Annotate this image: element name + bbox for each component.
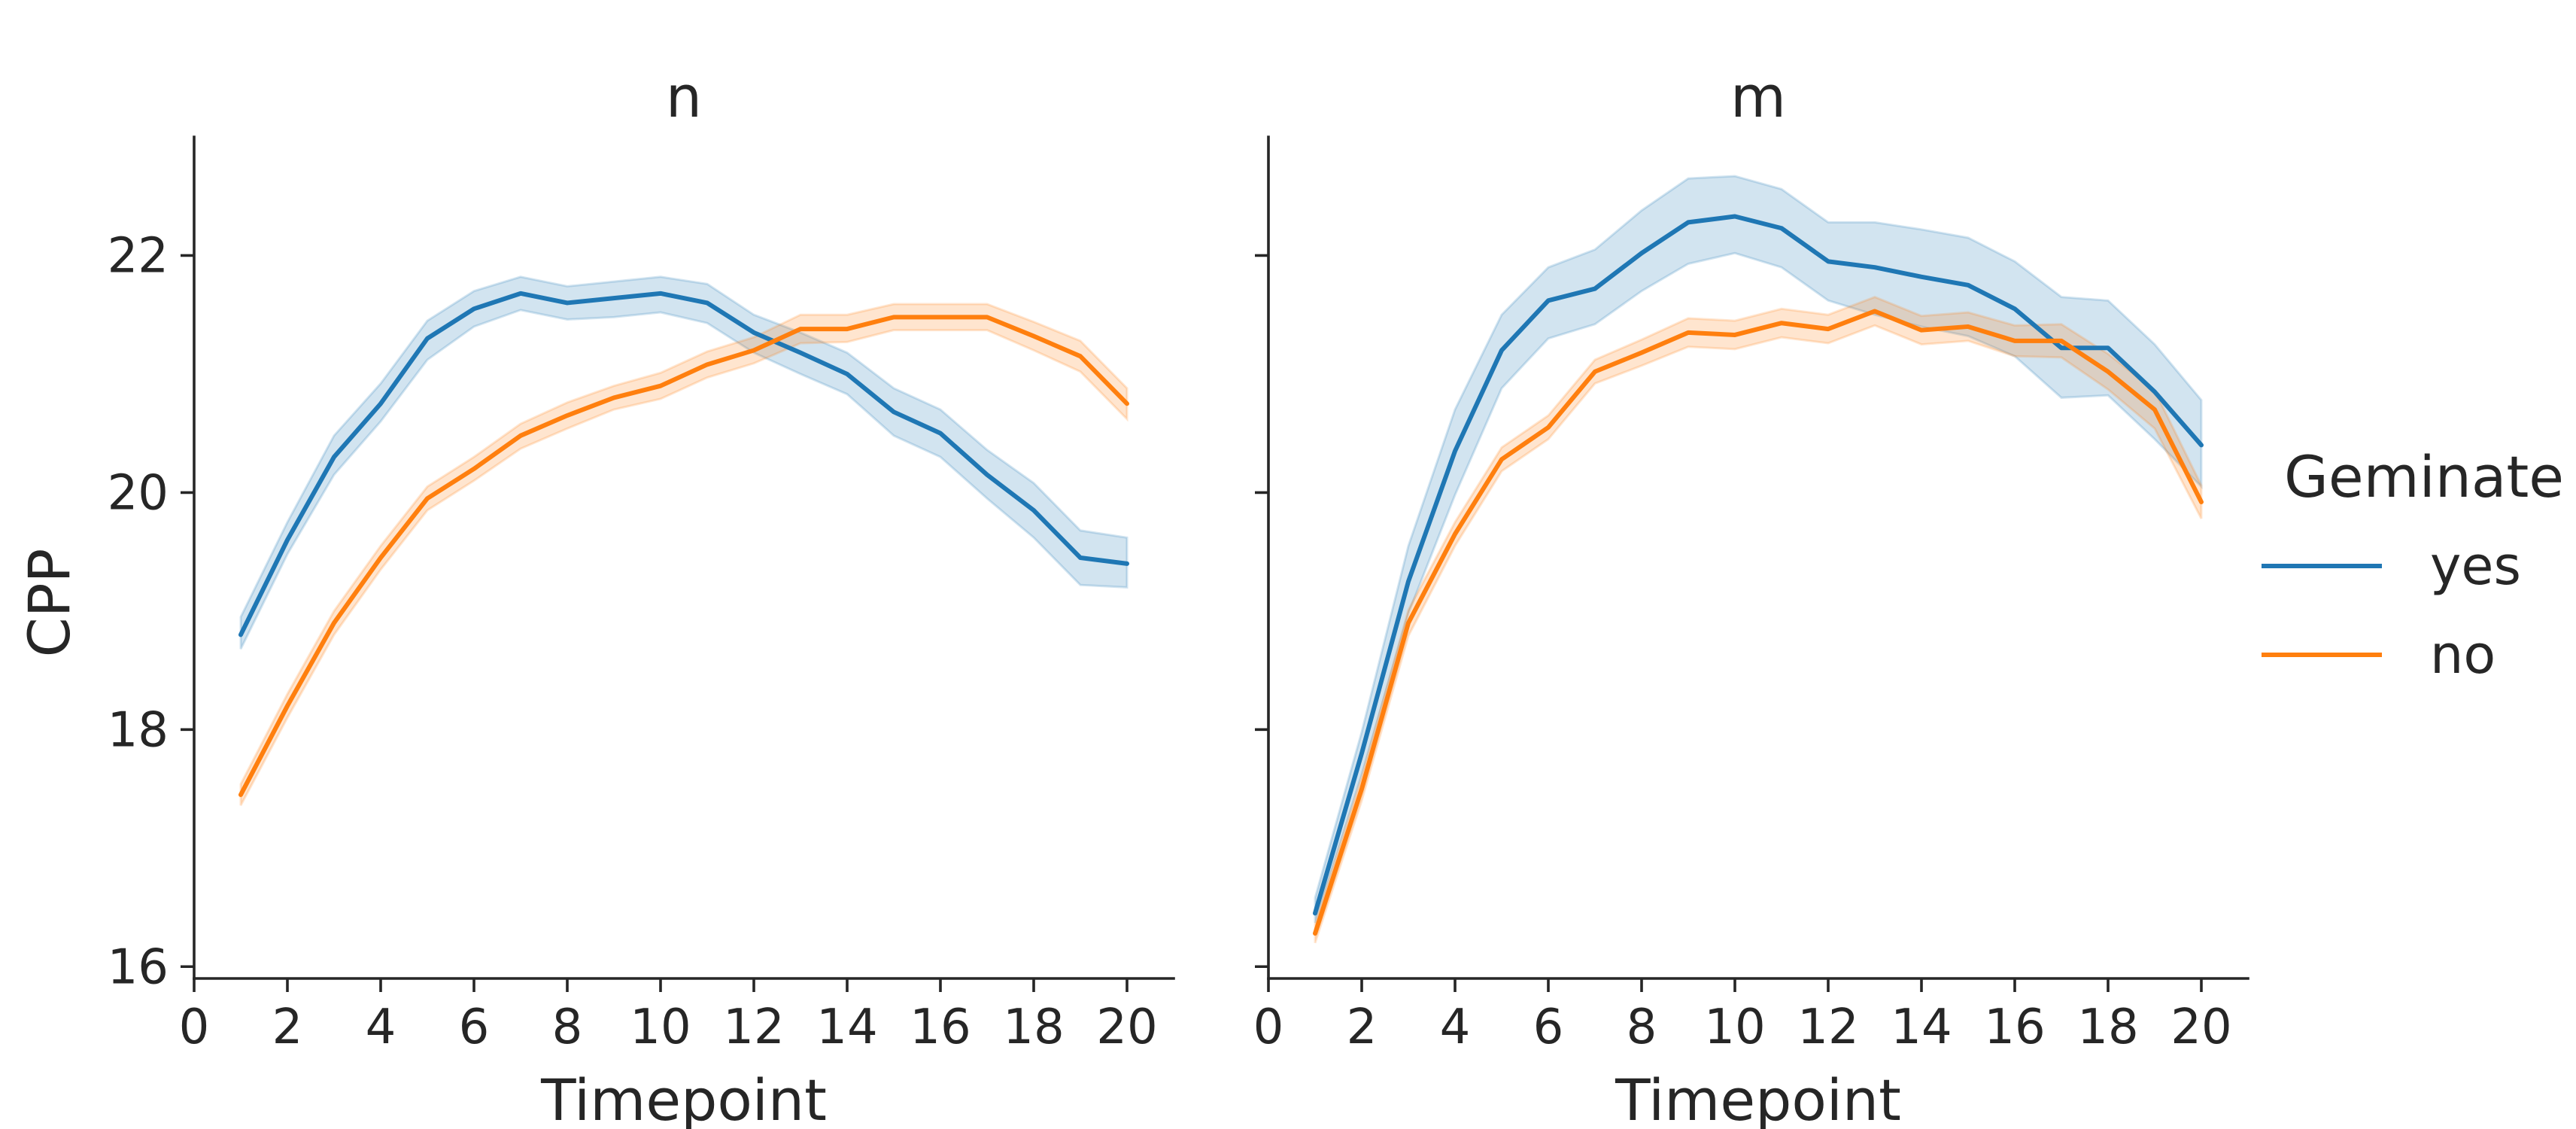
x-tick-label: 4 xyxy=(366,1000,396,1055)
x-tick-label: 14 xyxy=(1891,1000,1952,1055)
panel-title: m xyxy=(1730,63,1786,130)
x-tick-label: 18 xyxy=(1003,1000,1064,1055)
ci-band-no xyxy=(1314,295,2203,944)
x-tick-label: 20 xyxy=(2170,1000,2231,1055)
x-tick-label: 8 xyxy=(552,1000,583,1055)
x-tick-label: 10 xyxy=(630,1000,691,1055)
panel-title: n xyxy=(666,63,702,130)
panels-layer: n 0 2 4 6 8 10 12 14 16 18 20 16 18 20 22 Timepoint CPP m 0… xyxy=(16,63,2249,1129)
ci-band-yes xyxy=(239,275,1129,650)
x-tick-label: 16 xyxy=(910,1000,971,1055)
legend-label-no: no xyxy=(2430,624,2496,686)
x-tick-label: 6 xyxy=(459,1000,490,1055)
y-tick-label: 16 xyxy=(108,939,169,995)
ci-band-no xyxy=(239,303,1129,806)
y-tick-label: 22 xyxy=(108,228,169,284)
x-axis-title: Timepoint xyxy=(1615,1067,1901,1129)
ci-band-yes xyxy=(1314,175,2203,924)
legend-title: Geminate xyxy=(2284,443,2564,510)
panel-m: m 0 2 4 6 8 10 12 14 16 18 20 Timepoint xyxy=(1253,63,2249,1129)
y-tick-label: 18 xyxy=(108,702,169,758)
y-axis-title: CPP xyxy=(16,549,83,658)
series-line-no xyxy=(1313,309,2204,936)
panel-n: n 0 2 4 6 8 10 12 14 16 18 20 16 18 20 22 Timepoint CPP xyxy=(16,63,1175,1129)
series-line-no xyxy=(238,315,1129,797)
x-tick-label: 12 xyxy=(1797,1000,1858,1055)
legend-label-yes: yes xyxy=(2430,535,2521,597)
x-tick-label: 6 xyxy=(1533,1000,1564,1055)
x-axis-title: Timepoint xyxy=(540,1067,827,1129)
x-tick-label: 10 xyxy=(1704,1000,1765,1055)
x-tick-label: 12 xyxy=(723,1000,784,1055)
x-tick-label: 20 xyxy=(1096,1000,1157,1055)
x-tick-label: 2 xyxy=(1347,1000,1378,1055)
legend: Geminate yes no xyxy=(2262,443,2564,686)
x-tick-label: 0 xyxy=(1253,1000,1284,1055)
x-tick-label: 4 xyxy=(1440,1000,1471,1055)
y-tick-label: 20 xyxy=(108,465,169,521)
x-tick-label: 16 xyxy=(1984,1000,2045,1055)
x-tick-label: 2 xyxy=(272,1000,303,1055)
x-tick-label: 18 xyxy=(2077,1000,2138,1055)
x-tick-label: 8 xyxy=(1627,1000,1657,1055)
x-tick-label: 0 xyxy=(179,1000,210,1055)
series-line-yes xyxy=(238,291,1129,638)
x-tick-label: 14 xyxy=(816,1000,877,1055)
